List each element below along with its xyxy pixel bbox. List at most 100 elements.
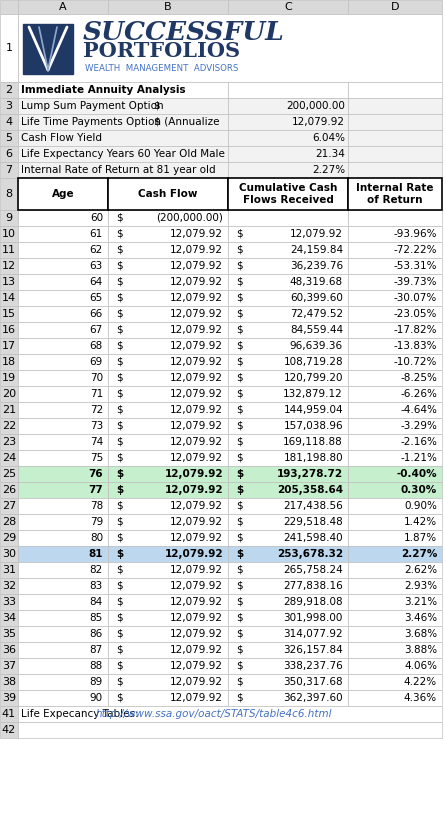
Text: 0.90%: 0.90% — [404, 501, 437, 511]
Text: Life Time Payments Option (Annualize: Life Time Payments Option (Annualize — [21, 117, 219, 127]
Bar — [348, 690, 442, 706]
Bar — [108, 450, 228, 466]
Text: -2.16%: -2.16% — [400, 437, 437, 447]
Text: $: $ — [236, 437, 243, 447]
Text: 241,598.40: 241,598.40 — [283, 533, 343, 543]
Text: -8.25%: -8.25% — [400, 373, 437, 383]
Text: 81: 81 — [88, 549, 103, 559]
Text: 193,278.72: 193,278.72 — [277, 469, 343, 479]
Bar — [18, 178, 108, 210]
Bar — [108, 530, 228, 546]
Bar — [108, 594, 228, 610]
Text: 14: 14 — [2, 293, 16, 303]
Text: 12,079.92: 12,079.92 — [170, 597, 223, 607]
Bar — [23, 24, 73, 74]
Text: 72: 72 — [90, 405, 103, 415]
Bar — [18, 498, 108, 514]
Bar — [108, 258, 228, 274]
Text: 12,079.92: 12,079.92 — [170, 421, 223, 431]
Text: 36: 36 — [2, 645, 16, 655]
Text: 1.42%: 1.42% — [404, 517, 437, 527]
Text: 5: 5 — [5, 133, 12, 143]
Text: 22: 22 — [2, 421, 16, 431]
Text: 229,518.48: 229,518.48 — [283, 517, 343, 527]
Text: 37: 37 — [2, 661, 16, 671]
Text: 2.62%: 2.62% — [404, 565, 437, 575]
Text: -23.05%: -23.05% — [394, 309, 437, 319]
Text: $: $ — [236, 613, 243, 623]
Bar — [228, 642, 348, 658]
Text: 12,079.92: 12,079.92 — [170, 293, 223, 303]
Bar — [108, 306, 228, 322]
Text: $: $ — [236, 405, 243, 415]
Text: $: $ — [116, 341, 123, 351]
Text: $: $ — [116, 421, 123, 431]
Text: 83: 83 — [90, 581, 103, 591]
Text: 3.88%: 3.88% — [404, 645, 437, 655]
Text: 132,879.12: 132,879.12 — [283, 389, 343, 399]
Text: 12,079.92: 12,079.92 — [170, 613, 223, 623]
Bar — [18, 418, 108, 434]
Bar — [0, 178, 18, 210]
Bar — [0, 226, 18, 242]
Text: 108,719.28: 108,719.28 — [283, 357, 343, 367]
Bar — [0, 690, 18, 706]
Text: 79: 79 — [90, 517, 103, 527]
Text: 12,079.92: 12,079.92 — [170, 565, 223, 575]
Text: $: $ — [236, 469, 243, 479]
Text: 16: 16 — [2, 325, 16, 335]
Text: 200,000.00: 200,000.00 — [286, 101, 345, 111]
Bar — [228, 290, 348, 306]
Text: 12,079.92: 12,079.92 — [170, 309, 223, 319]
Text: http://www.ssa.gov/oact/STATS/table4c6.html: http://www.ssa.gov/oact/STATS/table4c6.h… — [96, 709, 333, 719]
Text: Immediate Annuity Analysis: Immediate Annuity Analysis — [21, 85, 186, 95]
Bar — [228, 210, 348, 226]
Bar — [108, 386, 228, 402]
Text: 12,079.92: 12,079.92 — [170, 661, 223, 671]
Bar — [0, 242, 18, 258]
Text: $: $ — [116, 581, 123, 591]
Text: 12,079.92: 12,079.92 — [170, 373, 223, 383]
Text: $: $ — [116, 485, 123, 495]
Text: WEALTH  MANAGEMENT  ADVISORS: WEALTH MANAGEMENT ADVISORS — [85, 64, 238, 73]
Bar — [18, 594, 108, 610]
Bar — [348, 642, 442, 658]
Bar — [348, 178, 442, 210]
Text: A: A — [59, 2, 67, 12]
Text: $: $ — [116, 661, 123, 671]
Bar — [228, 370, 348, 386]
Bar — [228, 674, 348, 690]
Bar — [228, 226, 348, 242]
Bar — [108, 642, 228, 658]
Text: $: $ — [116, 597, 123, 607]
Bar — [228, 338, 348, 354]
Bar — [18, 82, 228, 98]
Bar — [0, 98, 18, 114]
Bar — [0, 482, 18, 498]
Text: 1: 1 — [5, 43, 12, 53]
Text: 77: 77 — [88, 485, 103, 495]
Bar — [18, 274, 108, 290]
Bar — [0, 578, 18, 594]
Bar — [348, 306, 442, 322]
Bar — [18, 722, 442, 738]
Text: 60: 60 — [90, 213, 103, 223]
Text: 73: 73 — [90, 421, 103, 431]
Text: 65: 65 — [90, 293, 103, 303]
Bar — [228, 482, 348, 498]
Text: $: $ — [116, 373, 123, 383]
Bar — [348, 466, 442, 482]
Text: $: $ — [116, 693, 123, 703]
Text: Lump Sum Payment Option: Lump Sum Payment Option — [21, 101, 164, 111]
Text: 12,079.92: 12,079.92 — [170, 389, 223, 399]
Text: 21.34: 21.34 — [315, 149, 345, 159]
Bar — [0, 562, 18, 578]
Text: 72,479.52: 72,479.52 — [290, 309, 343, 319]
Bar — [18, 14, 442, 82]
Text: $: $ — [236, 277, 243, 287]
Bar — [0, 114, 18, 130]
Bar — [0, 546, 18, 562]
Bar — [18, 146, 228, 162]
Bar — [348, 370, 442, 386]
Bar — [18, 354, 108, 370]
